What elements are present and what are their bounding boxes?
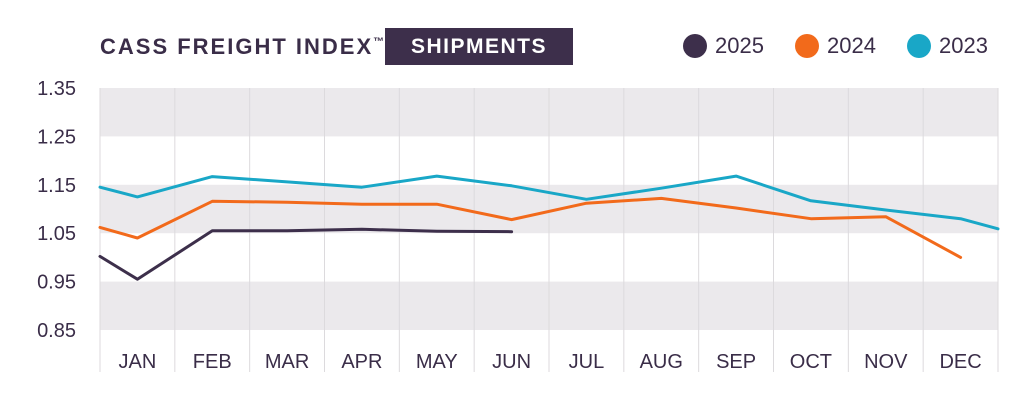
x-tick-label: JAN xyxy=(119,351,157,373)
y-tick-label: 0.95 xyxy=(37,272,76,294)
legend-item-2024: 2024 xyxy=(795,33,876,59)
series-line-2023 xyxy=(98,174,1000,231)
x-tick-label: NOV xyxy=(864,351,908,373)
legend-label-2025: 2025 xyxy=(715,33,764,58)
chart-title: CASS FREIGHT INDEX™ xyxy=(100,34,384,60)
legend-dot-2025 xyxy=(683,34,707,58)
y-axis-ticks: 1.35 1.25 1.15 1.05 0.95 0.85 xyxy=(37,78,76,342)
legend-item-2025: 2025 xyxy=(683,33,764,59)
x-tick-label: DEC xyxy=(939,351,981,373)
series-line-2024 xyxy=(98,196,963,259)
x-tick-label: OCT xyxy=(790,351,832,373)
x-tick-label: JUL xyxy=(569,351,605,373)
legend-dot-2024 xyxy=(795,34,819,58)
x-tick-label: MAY xyxy=(416,351,458,373)
y-tick-label: 1.15 xyxy=(37,175,76,197)
chart-title-text: CASS FREIGHT INDEX xyxy=(100,34,374,59)
legend-label-2024: 2024 xyxy=(827,33,876,58)
series-lines xyxy=(98,174,1000,281)
legend-label-2023: 2023 xyxy=(939,33,988,58)
metric-badge: SHIPMENTS xyxy=(385,28,573,65)
legend-dot-2023 xyxy=(907,34,931,58)
x-tick-label: JUN xyxy=(492,351,531,373)
x-axis-ticks: JAN FEB MAR APR MAY JUN JUL AUG SEP OCT NOV DEC xyxy=(119,351,982,373)
x-tick-label: APR xyxy=(341,351,382,373)
x-tick-label: FEB xyxy=(193,351,232,373)
x-tick-label: MAR xyxy=(265,351,309,373)
y-tick-label: 1.25 xyxy=(37,126,76,148)
y-tick-label: 1.35 xyxy=(37,78,76,100)
x-tick-label: AUG xyxy=(640,351,683,373)
y-tick-label: 0.85 xyxy=(37,320,76,342)
y-tick-label: 1.05 xyxy=(37,223,76,245)
trademark-symbol: ™ xyxy=(373,36,385,48)
x-tick-label: SEP xyxy=(716,351,756,373)
legend-item-2023: 2023 xyxy=(907,33,988,59)
series-line-2025 xyxy=(98,227,514,281)
